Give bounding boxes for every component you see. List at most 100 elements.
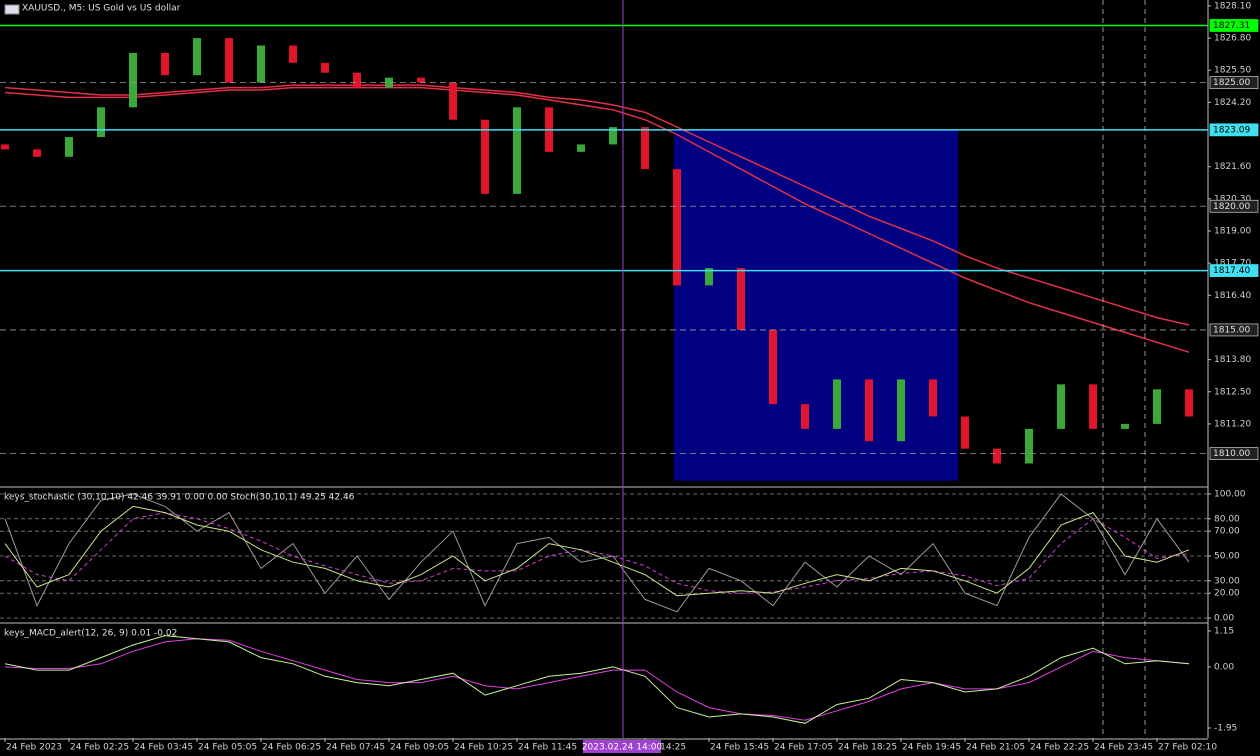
candle <box>257 45 265 83</box>
y-tick-label: 1824.20 <box>1214 98 1251 108</box>
y-tick-label: 1.15 <box>1214 626 1234 636</box>
candle <box>289 45 297 63</box>
indicator-line <box>4 505 1190 597</box>
x-tick-label: eb 14:25 <box>646 743 686 753</box>
candle <box>353 72 361 88</box>
y-tick-label: 100.00 <box>1214 489 1246 499</box>
price-tag-label: 1827.31 <box>1213 21 1250 31</box>
candle <box>193 38 201 76</box>
y-tick-label: -1.95 <box>1214 723 1237 733</box>
x-tick-label: 24 Feb 02:25 <box>70 743 129 753</box>
indicator-line <box>4 493 1190 613</box>
panel-title: keys_stochastic (30,10,10) 42.46 39.91 0… <box>4 493 355 503</box>
candle <box>513 107 521 194</box>
price-tag-label: 1810.00 <box>1213 449 1250 459</box>
x-tick-label: 24 Feb 06:25 <box>262 743 321 753</box>
y-tick-label: 1816.40 <box>1214 291 1251 301</box>
x-tick-label: 24 Feb 11:45 <box>518 743 577 753</box>
candle <box>129 52 137 108</box>
price-tag <box>1209 264 1259 277</box>
x-tick-label: 24 Feb 09:05 <box>390 743 449 753</box>
y-tick-label: 30.00 <box>1214 576 1240 586</box>
candle <box>801 404 809 429</box>
y-tick-label: 1825.50 <box>1214 66 1251 76</box>
moving-average <box>4 84 1190 326</box>
candle <box>705 268 713 286</box>
y-tick-label: 0.00 <box>1214 662 1234 672</box>
candle <box>897 379 905 442</box>
panel-title: keys_MACD_alert(12, 26, 9) 0.01 -0.02 <box>4 629 177 639</box>
x-tick-label: 24 Feb 03:45 <box>134 743 193 753</box>
candle <box>417 77 425 83</box>
x-tick-label: 24 Feb 05:05 <box>198 743 257 753</box>
candle <box>961 416 969 449</box>
y-tick-label: 1812.50 <box>1214 387 1251 397</box>
candle <box>449 82 457 120</box>
y-tick-label: 1826.80 <box>1214 34 1251 44</box>
y-tick-label: 1828.10 <box>1214 1 1251 11</box>
candle <box>577 144 585 152</box>
price-tag <box>1209 199 1259 213</box>
candle <box>1185 389 1193 417</box>
candle <box>481 119 489 194</box>
x-tick-label: 24 Feb 07:45 <box>326 743 385 753</box>
crosshair-time-tag <box>583 740 661 753</box>
candle <box>1153 389 1161 424</box>
candle <box>673 169 681 286</box>
price-tag-label: 1825.00 <box>1213 78 1250 88</box>
y-tick-label: 1820.30 <box>1214 194 1251 204</box>
candle <box>1025 428 1033 464</box>
price-tag-label: 1823.09 <box>1213 125 1250 135</box>
price-tag-label: 1820.00 <box>1213 202 1250 212</box>
candle <box>993 448 1001 464</box>
candle <box>929 379 937 417</box>
indicator-line <box>4 635 1190 724</box>
candle <box>161 52 169 76</box>
candle <box>321 62 329 73</box>
candle <box>609 127 617 145</box>
candle <box>641 127 649 170</box>
y-tick-label: 50.00 <box>1214 551 1240 561</box>
y-tick-label: 80.00 <box>1214 514 1240 524</box>
x-tick-label: 24 Feb 17:05 <box>774 743 833 753</box>
candle <box>225 38 233 83</box>
price-tag <box>1209 76 1259 90</box>
x-tick-label: 24 Feb 21:05 <box>966 743 1025 753</box>
y-tick-label: 20.00 <box>1214 589 1240 599</box>
candle <box>1057 384 1065 429</box>
candle <box>769 329 777 405</box>
candle <box>1089 384 1097 429</box>
candle <box>97 107 105 138</box>
price-tag <box>1209 123 1259 137</box>
candle <box>33 149 41 157</box>
y-tick-label: 70.00 <box>1214 527 1240 537</box>
y-tick-label: 1819.00 <box>1214 227 1251 237</box>
candle <box>737 268 745 330</box>
y-tick-label: 1817.70 <box>1214 259 1251 269</box>
x-tick-label: 24 Feb 23:45 <box>1094 743 1153 753</box>
price-tag <box>1209 19 1259 32</box>
candle <box>65 137 73 157</box>
price-tag <box>1209 447 1259 461</box>
y-tick-label: 1811.20 <box>1214 419 1251 429</box>
price-tag-label: 1815.00 <box>1213 325 1250 335</box>
price-tag-label: 1817.40 <box>1213 266 1250 276</box>
y-tick-label: 0.00 <box>1214 614 1234 624</box>
x-tick-label: 24 Feb 19:45 <box>902 743 961 753</box>
candle <box>1 144 9 150</box>
x-tick-label: 24 Feb 18:25 <box>838 743 897 753</box>
x-tick-label: 27 Feb 02:10 <box>1158 743 1217 753</box>
x-tick-label: 24 Feb 10:25 <box>454 743 513 753</box>
price-tag <box>1209 323 1259 337</box>
candle <box>385 77 393 88</box>
x-tick-label: 24 Feb 22:25 <box>1030 743 1089 753</box>
rectangle-zone <box>674 129 958 481</box>
moving-average <box>4 86 1190 353</box>
candle <box>1121 423 1129 429</box>
candle <box>865 379 873 442</box>
indicator-line <box>4 512 1190 594</box>
y-tick-label: 1821.60 <box>1214 162 1251 172</box>
y-tick-label: 1813.80 <box>1214 355 1251 365</box>
